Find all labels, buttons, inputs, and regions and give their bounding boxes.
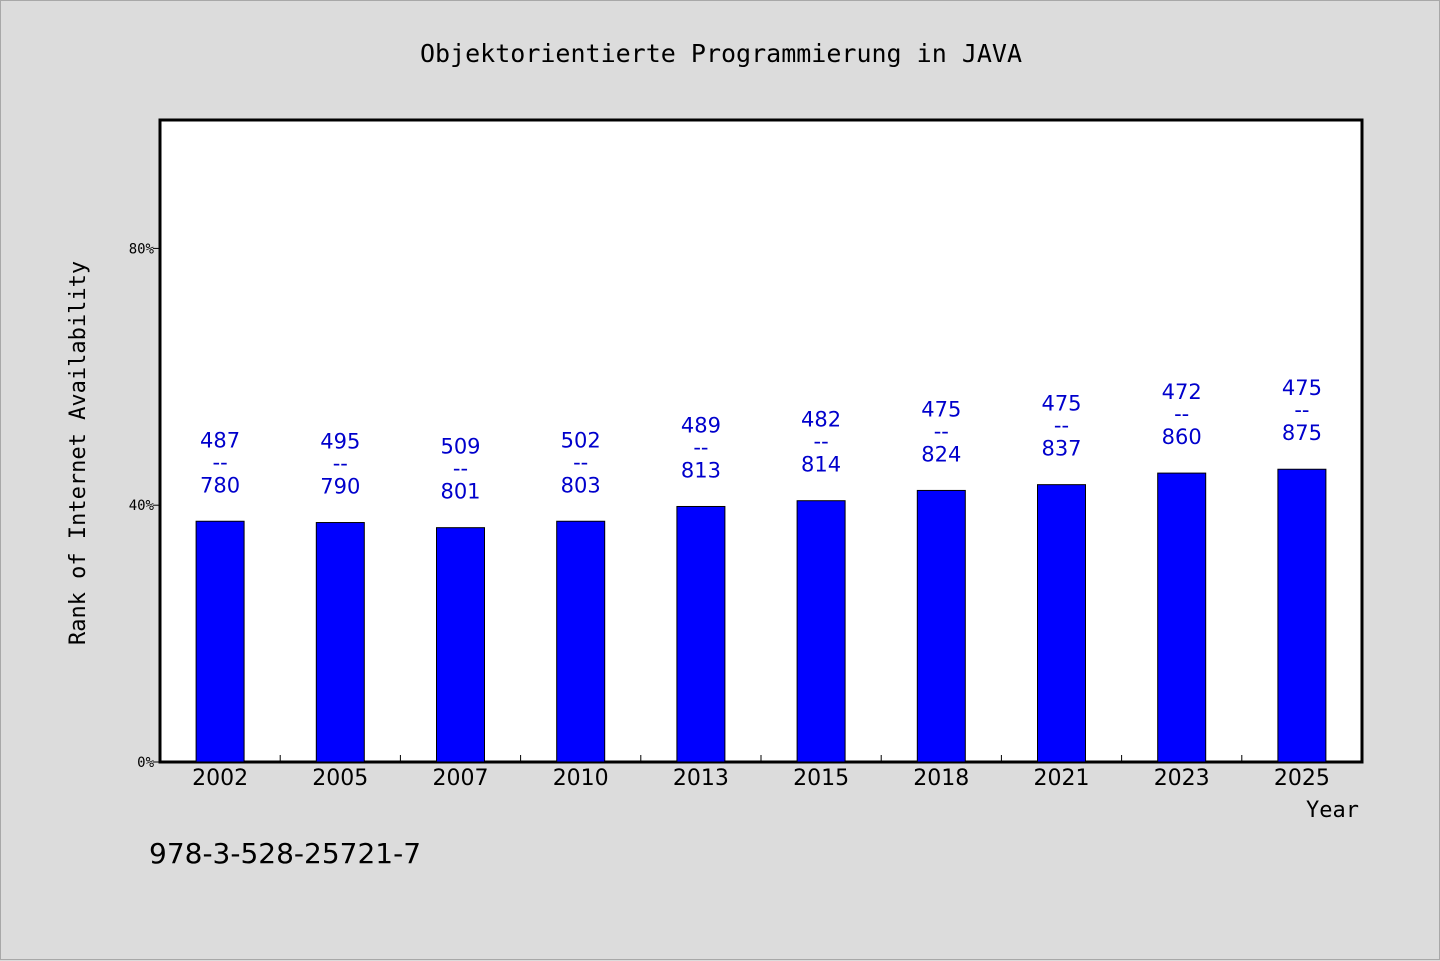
x-tick-label: 2002	[192, 766, 248, 791]
bar-value-label-bottom: 801	[440, 480, 480, 504]
bar-value-label-top: 487	[200, 428, 240, 452]
bar-value-label-sep: --	[453, 457, 468, 481]
y-tick-label: 40%	[129, 498, 155, 514]
x-tick-label: 2007	[433, 766, 489, 791]
x-axis-label: Year	[1306, 798, 1359, 823]
bar-value-label-sep: --	[333, 452, 348, 476]
x-tick-label: 2018	[913, 766, 969, 791]
bar-value-label-top: 475	[921, 397, 961, 421]
y-axis-label: Rank of Internet Availability	[66, 261, 91, 645]
bar-value-label-sep: --	[573, 450, 588, 474]
bar-value-label-top: 475	[1282, 376, 1322, 400]
bar-value-label-top: 509	[440, 435, 480, 459]
bar-value-label-sep: --	[814, 430, 829, 454]
bar-2005	[315, 522, 365, 763]
bar-2021	[1037, 484, 1086, 763]
bar-value-label-top: 482	[801, 408, 841, 432]
bar-value-label-bottom: 860	[1162, 425, 1202, 449]
x-tick-label: 2010	[553, 766, 609, 791]
bar-value-label-bottom: 780	[200, 473, 240, 497]
bar-value-label-bottom: 803	[561, 473, 601, 497]
bar-value-label-sep: --	[934, 419, 949, 443]
bar-2013	[676, 505, 726, 763]
bar-labels: 487--780495--790509--801502--803489--813…	[200, 376, 1322, 503]
x-axis: 2002 2005 2007 2010 2013 2015 2018 2021 2023 2025	[192, 755, 1330, 791]
footer-code: 978-3-528-25721-7	[149, 837, 421, 870]
x-tick-label: 2005	[312, 766, 368, 791]
x-tick-label: 2021	[1034, 766, 1090, 791]
x-tick-label: 2025	[1274, 766, 1330, 791]
y-tick-label: 80%	[129, 241, 155, 257]
bar-2025	[1277, 468, 1327, 763]
bar-value-label-top: 495	[320, 430, 360, 454]
bar-2018	[916, 489, 966, 763]
bar-series	[195, 468, 1327, 763]
bar-value-label-bottom: 790	[320, 475, 360, 499]
bar-value-label-top: 502	[561, 428, 601, 452]
bar-value-label-sep: --	[213, 450, 228, 474]
bar-value-label-bottom: 824	[921, 442, 961, 466]
bar-value-label-bottom: 813	[681, 458, 721, 482]
bar-value-label-bottom: 814	[801, 453, 841, 477]
bar-2023	[1157, 472, 1207, 763]
bar-value-label-sep: --	[1054, 414, 1069, 438]
y-tick-label: 0%	[137, 755, 154, 771]
bar-value-label-sep: --	[693, 435, 708, 459]
bar-value-label-bottom: 837	[1041, 437, 1081, 461]
x-tick-label: 2015	[793, 766, 849, 791]
chart-title: Objektorientierte Programmierung in JAVA	[420, 39, 1022, 68]
bar-value-label-sep: --	[1294, 398, 1309, 422]
x-tick-label: 2023	[1154, 766, 1210, 791]
bar-value-label-sep: --	[1174, 402, 1189, 426]
bar-2010	[556, 520, 606, 763]
y-axis: 0% 40% 80%	[129, 241, 160, 771]
bar-value-label-top: 472	[1162, 380, 1202, 404]
bar-2015	[796, 500, 846, 763]
bar-2002	[195, 520, 245, 763]
bar-value-label-bottom: 875	[1282, 421, 1322, 445]
x-tick-label: 2013	[673, 766, 729, 791]
bar-value-label-top: 489	[681, 413, 721, 437]
bar-value-label-top: 475	[1041, 392, 1081, 416]
bar-2007	[436, 527, 485, 763]
